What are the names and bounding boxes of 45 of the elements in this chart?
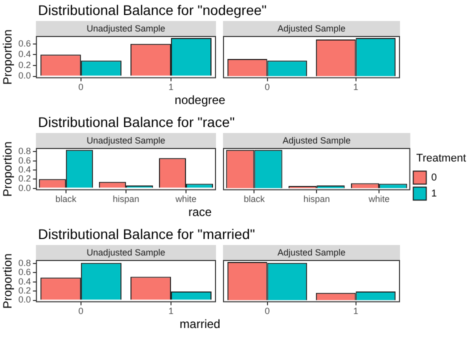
y-tick-label: 0.0: [18, 182, 31, 193]
chart-subtitle: Unadjusted Sample: [86, 23, 166, 34]
chart-subtitle: Unadjusted Sample: [86, 247, 166, 258]
y-tick-label: 0.0: [18, 70, 31, 81]
x-tick-label: 0: [78, 306, 84, 316]
x-tick-label: 1: [353, 306, 358, 316]
chart-title: Distributional Balance for "married": [38, 226, 255, 242]
y-axis-title: Proportion: [0, 141, 15, 197]
chart-subtitle: Adjusted Sample: [277, 23, 346, 34]
y-tick-label: 0.2: [18, 174, 31, 184]
x-tick-label: 0: [78, 82, 84, 92]
x-tick-label: white: [368, 194, 390, 204]
chart-subtitle: Unadjusted Sample: [86, 135, 166, 146]
x-tick-label: 1: [353, 82, 358, 92]
x-tick-label: hispan: [303, 194, 330, 204]
x-tick-label: white: [174, 194, 196, 204]
x-axis-title: nodegree: [174, 93, 226, 107]
x-tick-label: black: [244, 194, 266, 204]
legend-title: Treatment: [416, 152, 466, 164]
y-tick-label: 0.4: [18, 164, 31, 174]
y-tick-label: 0.4: [18, 49, 31, 60]
x-tick-label: 0: [264, 82, 270, 92]
chart-subtitle: Adjusted Sample: [277, 247, 346, 258]
y-tick-label: 0.6: [18, 267, 31, 278]
y-tick-label: 0.2: [18, 286, 31, 296]
y-tick-label: 0.6: [18, 38, 31, 48]
y-tick-label: 0.2: [18, 60, 31, 70]
y-tick-label: 0.4: [18, 276, 31, 286]
y-tick-label: 0.8: [18, 146, 31, 156]
y-tick-label: 0.0: [18, 294, 31, 305]
chart-subtitle: Adjusted Sample: [282, 135, 351, 146]
x-tick-label: 0: [264, 306, 270, 316]
x-tick-label: hispan: [112, 194, 140, 204]
y-tick-label: 0.6: [18, 155, 31, 166]
x-axis-title: married: [178, 317, 222, 331]
y-tick-label: 0.8: [18, 258, 31, 268]
y-axis-title: Proportion: [0, 29, 15, 85]
y-axis-title: Proportion: [0, 253, 15, 309]
chart-title: Distributional Balance for "race": [38, 114, 235, 130]
legend-label: 0: [431, 172, 438, 184]
x-tick-label: black: [55, 194, 77, 204]
chart-title: Distributional Balance for "nodegree": [38, 2, 267, 18]
x-axis-title: race: [187, 205, 213, 219]
x-tick-label: 1: [168, 82, 174, 92]
x-tick-label: 1: [168, 306, 174, 316]
